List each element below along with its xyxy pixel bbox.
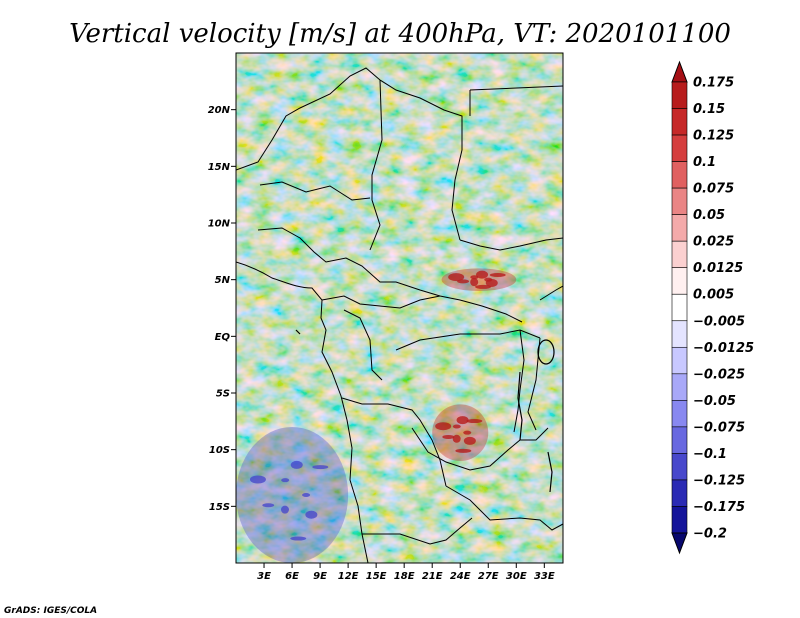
colorbar-bin: [671, 479, 688, 507]
colorbar-label: 0.0125: [693, 261, 743, 276]
colorbar-label: −0.2: [693, 527, 727, 542]
colorbar-bin: [671, 214, 688, 242]
feature-cell: [489, 273, 506, 278]
colorbar-bin: [671, 267, 688, 295]
colorbar-label: −0.1: [693, 447, 727, 462]
feature-cell: [485, 278, 498, 287]
x-tick-label: 9E: [313, 571, 327, 582]
y-tick-label: 15N: [208, 162, 231, 173]
feature-cell: [463, 430, 472, 435]
colorbar-bin: [671, 240, 688, 269]
feature-cell: [435, 422, 452, 431]
feature-cell: [290, 536, 307, 541]
colorbar-label: 0.125: [693, 129, 734, 144]
y-axis: 20N 15N 10N 5N EQ 5S 10S 15S: [208, 105, 236, 513]
chart-title: Vertical velocity [m/s] at 400hPa, VT: 2…: [69, 19, 731, 49]
colorbar-label: 0.05: [693, 208, 725, 223]
y-tick-label: 5S: [216, 389, 230, 400]
colorbar-label: −0.05: [693, 394, 736, 409]
colorbar-bin: [671, 108, 688, 136]
colorbar-label: 0.005: [693, 288, 734, 303]
colorbar-bin: [671, 134, 688, 162]
feature-cell: [466, 419, 483, 424]
x-axis: 3E 6E 9E 12E 15E 18E 21E 24E 27E 30E 33E: [257, 563, 555, 582]
y-tick-label: 15S: [209, 502, 230, 513]
feature-cell: [249, 475, 266, 484]
feature-cell: [302, 493, 311, 497]
colorbar-bin: [671, 187, 688, 215]
feature-cell: [452, 434, 461, 443]
colorbar-top-arrow: [671, 60, 688, 83]
feature-cell: [475, 284, 492, 289]
y-tick-label: 10N: [208, 219, 231, 230]
feature-cell: [290, 460, 303, 469]
x-tick-label: 18E: [394, 571, 415, 582]
colorbar-bin: [671, 320, 688, 348]
feature-cell: [448, 273, 465, 282]
x-tick-label: 30E: [506, 571, 527, 582]
x-tick-label: 21E: [422, 571, 443, 582]
colorbar-label: 0.025: [693, 235, 734, 250]
feature-cell: [452, 424, 461, 429]
colorbar-label: 0.15: [693, 102, 725, 117]
feature-cell: [281, 478, 290, 483]
x-tick-label: 33E: [534, 571, 555, 582]
colorbar-bin: [671, 453, 688, 481]
map-plot-area: [236, 53, 563, 563]
feature-cell: [463, 436, 476, 445]
feature-cell: [262, 503, 275, 508]
colorbar-bin: [671, 506, 688, 534]
x-tick-label: 24E: [450, 571, 471, 582]
colorbar-bin: [671, 293, 688, 322]
colorbar: 0.175 0.15 0.125 0.1 0.075 0.05 0.025 0.0125 0.0…: [671, 60, 754, 555]
feature-cell: [470, 275, 479, 280]
x-tick-label: 15E: [366, 571, 387, 582]
colorbar-label: −0.075: [693, 420, 745, 435]
feature-region: [236, 427, 349, 563]
x-tick-label: 6E: [285, 571, 299, 582]
colorbar-bin: [671, 81, 688, 109]
x-tick-label: 12E: [338, 571, 359, 582]
y-tick-label: 10S: [209, 445, 230, 456]
feature-cell: [470, 278, 479, 287]
colorbar-label: −0.125: [693, 473, 745, 488]
colorbar-label: 0.075: [693, 182, 734, 197]
feature-cell: [455, 448, 472, 453]
colorbar-label: −0.005: [693, 314, 745, 329]
colorbar-bin: [671, 161, 688, 189]
y-tick-label: 5N: [215, 275, 231, 286]
colorbar-label: −0.175: [693, 500, 745, 515]
grads-credit: GrADS: IGES/COLA: [4, 606, 97, 616]
colorbar-bin: [671, 373, 688, 401]
y-tick-label: EQ: [215, 332, 231, 343]
colorbar-label: −0.025: [693, 367, 745, 382]
colorbar-bottom-arrow: [671, 532, 688, 555]
x-tick-label: 3E: [257, 571, 271, 582]
colorbar-bin: [671, 400, 688, 428]
x-tick-label: 27E: [478, 571, 499, 582]
feature-cell: [305, 510, 318, 519]
feature-cell: [476, 270, 489, 279]
colorbar-label: 0.1: [693, 155, 716, 170]
feature-cell: [280, 505, 289, 514]
y-tick-label: 20N: [208, 105, 231, 116]
feature-cell: [442, 434, 455, 439]
map-frame: [235, 52, 564, 564]
country-borders: [236, 67, 563, 563]
feature-cell: [312, 465, 329, 470]
feature-cell: [456, 416, 469, 425]
colorbar-label: 0.175: [693, 76, 734, 91]
colorbar-bin: [671, 426, 688, 454]
colorbar-label: −0.0125: [693, 341, 754, 356]
feature-region: [432, 404, 489, 461]
colorbar-bin: [671, 346, 688, 375]
lakes: [295, 329, 555, 493]
